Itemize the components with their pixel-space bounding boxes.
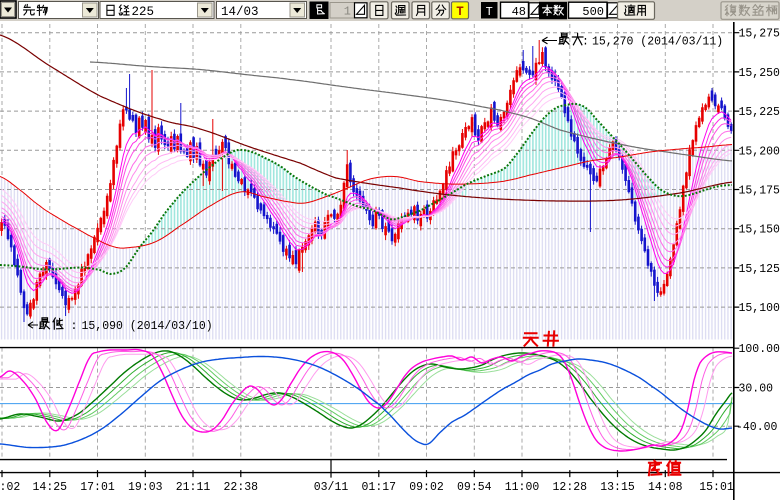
- svg-text:15,090 (2014/03/10): 15,090 (2014/03/10): [82, 320, 213, 333]
- svg-text:100.00: 100.00: [739, 343, 780, 356]
- svg-text:13:02: 13:02: [0, 481, 20, 494]
- svg-text:1: 1: [344, 5, 351, 19]
- svg-text::: :: [582, 36, 589, 49]
- svg-text:T: T: [456, 5, 464, 19]
- svg-text:15,225: 15,225: [739, 106, 780, 119]
- svg-text:225: 225: [132, 5, 155, 19]
- svg-text:14:25: 14:25: [33, 481, 68, 494]
- svg-text:15,270 (2014/03/11): 15,270 (2014/03/11): [592, 36, 723, 49]
- svg-text::: :: [71, 320, 78, 333]
- svg-text:03/11: 03/11: [314, 481, 349, 494]
- svg-text:09:02: 09:02: [409, 481, 444, 494]
- svg-text:500: 500: [582, 5, 604, 19]
- svg-text:15,275: 15,275: [739, 28, 780, 41]
- svg-text:14/03: 14/03: [221, 5, 259, 19]
- svg-text:15,125: 15,125: [739, 263, 780, 276]
- svg-text:-40.00: -40.00: [736, 421, 778, 434]
- svg-text:01:17: 01:17: [362, 481, 397, 494]
- svg-text:22:38: 22:38: [224, 481, 259, 494]
- svg-text:15,200: 15,200: [739, 145, 780, 158]
- svg-text:15,250: 15,250: [739, 67, 780, 80]
- svg-text:09:54: 09:54: [457, 481, 492, 494]
- svg-text:21:11: 21:11: [176, 481, 211, 494]
- svg-text:12:28: 12:28: [553, 481, 588, 494]
- svg-text:19:03: 19:03: [128, 481, 163, 494]
- svg-text:48: 48: [512, 5, 526, 19]
- svg-text:14:08: 14:08: [648, 481, 683, 494]
- svg-text:11:00: 11:00: [505, 481, 540, 494]
- svg-text:T: T: [486, 5, 493, 19]
- svg-text:30.00: 30.00: [739, 383, 774, 396]
- svg-text:15,100: 15,100: [739, 302, 780, 315]
- svg-text:13:15: 13:15: [600, 481, 635, 494]
- svg-text:15,150: 15,150: [739, 224, 780, 237]
- svg-text:15:01: 15:01: [699, 481, 734, 494]
- svg-text:15,175: 15,175: [739, 185, 780, 198]
- svg-text:17:01: 17:01: [80, 481, 115, 494]
